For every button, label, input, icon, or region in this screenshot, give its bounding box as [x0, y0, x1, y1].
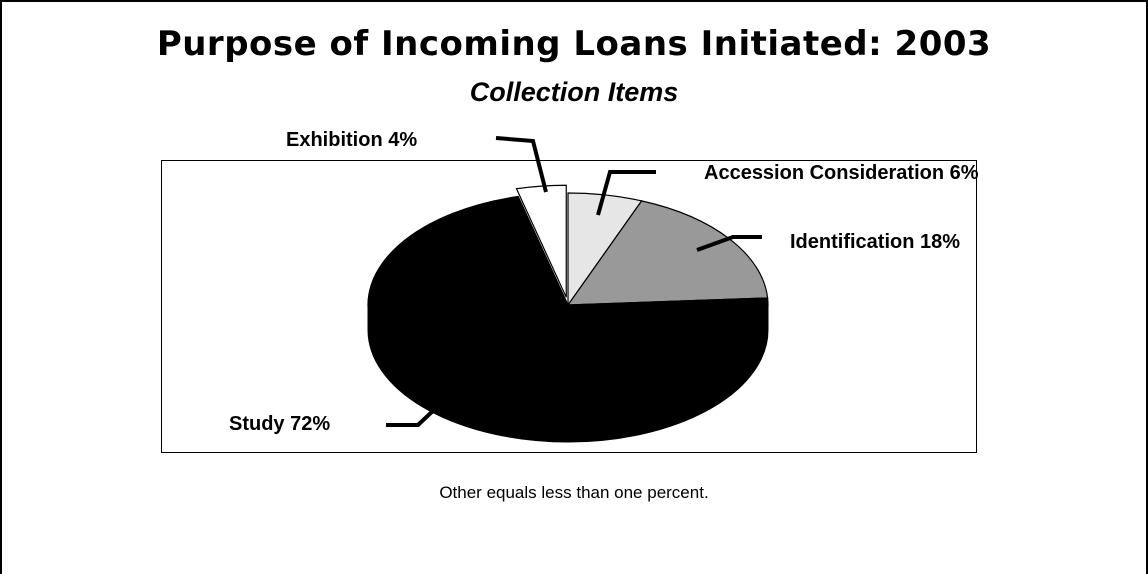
- chart-footnote: Other equals less than one percent.: [439, 483, 709, 502]
- pie-leader-lines: [386, 136, 762, 427]
- slice-label-study: Study 72%: [229, 413, 331, 435]
- leader-accession-consideration: [596, 170, 656, 216]
- chart-subtitle: Collection Items: [469, 77, 679, 107]
- pie-slice-exhibition: [515, 184, 567, 298]
- leader-exhibition: [495, 136, 548, 193]
- slice-label-exhibition: Exhibition 4%: [286, 129, 418, 151]
- pie-top-slices: [367, 184, 769, 418]
- chart-title: Purpose of Incoming Loans Initiated: 200…: [156, 24, 992, 64]
- slice-label-accession-consideration: Accession Consideration 6%: [704, 162, 979, 184]
- leader-study: [386, 406, 438, 427]
- plot-area: [161, 160, 977, 453]
- leader-identification: [696, 235, 762, 252]
- slice-label-identification: Identification 18%: [790, 231, 961, 253]
- pie-slice-study: [367, 195, 769, 418]
